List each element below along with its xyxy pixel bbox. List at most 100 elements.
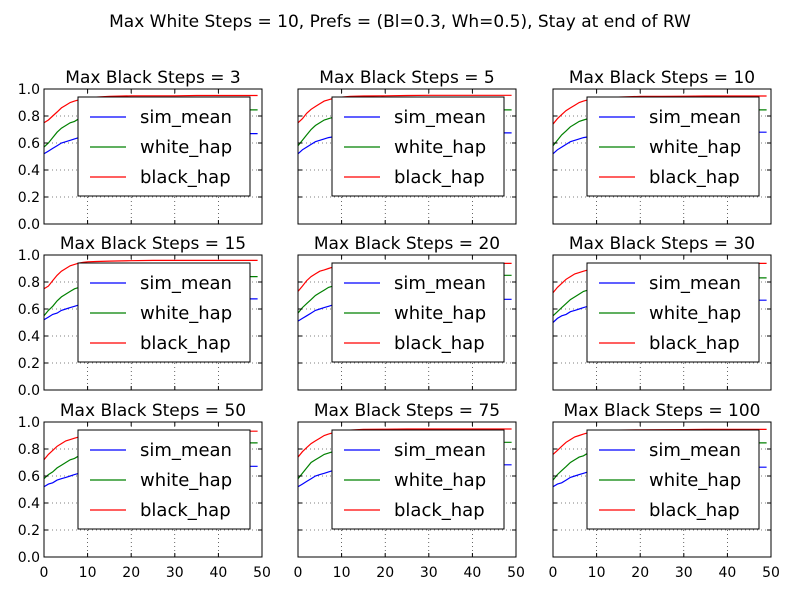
plot-frame [552,88,772,225]
legend-label: sim_mean [649,273,741,294]
x-tick-label: 30 [675,565,693,581]
subplot-title: Max Black Steps = 3 [65,68,240,88]
x-tick-label: 10 [79,565,97,581]
subplot-8: Max Black Steps = 75 0 10 20 30 40 50 sim_meanw… [294,401,525,581]
x-tick-label: 0 [294,565,303,581]
x-tick-label: 10 [333,565,351,581]
legend-label: black_hap [394,167,485,188]
legend-label: white_hap [140,303,232,324]
legend: sim_mean white_hap black_hap [331,96,505,197]
legend-label: white_hap [394,137,486,158]
legend-label: black_hap [394,500,485,521]
x-tick-label: 50 [762,565,780,581]
legend-label: sim_mean [140,107,232,128]
subplot-title: Max Black Steps = 75 [314,401,500,421]
y-tick-label: 0.6 [18,469,40,485]
subplot-title: Max Black Steps = 5 [319,68,494,88]
subplot-7: Max Black Steps = 50 0.0 0.2 0.4 0.6 0.8 1.0 0 1… [18,401,271,581]
legend-label: white_hap [394,470,486,491]
subplot-3: Max Black Steps = 10 sim_mean white_hapbla… [552,68,772,225]
x-tick-label: 10 [588,565,606,581]
legend-label: white_hap [649,137,741,158]
subplot-title: Max Black Steps = 50 [60,401,246,421]
plot-frame [552,421,772,558]
y-tick-label: 0.2 [18,190,40,206]
legend-label: white_hap [140,470,232,491]
x-tick-label: 0 [40,565,49,581]
y-tick-label: 0.8 [18,275,40,291]
y-tick-label: 0.2 [18,523,40,539]
plot-frame [43,421,263,558]
legend-label: sim_mean [394,107,486,128]
plot-frame [297,421,517,558]
legend-label: white_hap [140,137,232,158]
legend: sim_mean white_hap black_hap [331,262,505,363]
legend: sim_mean white_hap black_hap [586,429,760,530]
legend-label: white_hap [394,303,486,324]
legend-label: black_hap [140,333,231,354]
plot-frame [552,254,772,391]
x-tick-label: 20 [122,565,140,581]
subplot-title: Max Black Steps = 100 [563,401,760,421]
legend-label: black_hap [394,333,485,354]
plot-frame [297,254,517,391]
x-tick-label: 30 [420,565,438,581]
y-tick-label: 0.6 [18,302,40,318]
x-tick-label: 50 [507,565,525,581]
y-tick-label: 0.2 [18,356,40,372]
legend: sim_mean white_hap black_hap [77,262,251,363]
y-tick-label: 0.0 [18,383,40,399]
y-tick-label: 0.4 [18,163,40,179]
legend-label: sim_mean [394,440,486,461]
legend: sim_mean white_hap black_hap [77,429,251,530]
x-tick-label: 30 [166,565,184,581]
subplot-1: Max Black Steps = 3 0.0 0.2 0.4 0.6 0.8 1.0 sim… [18,68,263,233]
y-tick-label: 0.8 [18,109,40,125]
x-tick-label: 40 [463,565,481,581]
plot-frame [43,88,263,225]
y-tick-label: 0.4 [18,496,40,512]
legend-label: sim_mean [394,273,486,294]
y-tick-label: 0.0 [18,550,40,566]
x-tick-label: 50 [253,565,271,581]
subplot-title: Max Black Steps = 10 [569,68,755,88]
subplot-9: Max Black Steps = 100 0 10 20 30 40 50 sim_mean… [549,401,780,581]
subplot-4: Max Black Steps = 15 0.0 0.2 0.4 0.6 0.8 1.0 si… [18,234,263,399]
y-tick-label: 0.4 [18,329,40,345]
y-tick-label: 0.8 [18,442,40,458]
legend: sim_mean white_hap black_hap [331,429,505,530]
legend-label: sim_mean [649,440,741,461]
legend: sim_mean white_hap black_hap [77,96,251,197]
plot-frame [43,254,263,391]
x-tick-label: 20 [631,565,649,581]
legend-label: black_hap [649,333,740,354]
legend-label: sim_mean [140,273,232,294]
legend-label: sim_mean [649,107,741,128]
legend-label: black_hap [140,167,231,188]
legend-label: sim_mean [140,440,232,461]
x-tick-label: 20 [376,565,394,581]
subplot-title: Max Black Steps = 15 [60,234,246,254]
series-line-black-hap [43,259,258,290]
subplot-5: Max Black Steps = 20 sim_mean white_hapbla… [297,234,517,391]
x-tick-label: 40 [209,565,227,581]
subplot-grid: Max Black Steps = 3 0.0 0.2 0.4 0.6 0.8 1.0 sim… [18,68,780,581]
subplot-title: Max Black Steps = 30 [569,234,755,254]
subplot-title: Max Black Steps = 20 [314,234,500,254]
legend-label: black_hap [649,167,740,188]
legend: sim_mean white_hap black_hap [586,262,760,363]
y-tick-label: 0.0 [18,217,40,233]
x-tick-label: 0 [549,565,558,581]
legend-label: white_hap [649,470,741,491]
subplot-2: Max Black Steps = 5 sim_mean white_hapblac… [297,68,517,225]
legend: sim_mean white_hap black_hap [586,96,760,197]
x-tick-label: 40 [718,565,736,581]
plot-frame [297,88,517,225]
subplot-6: Max Black Steps = 30 sim_mean white_hapbla… [552,234,772,391]
legend-label: white_hap [649,303,741,324]
legend-label: black_hap [649,500,740,521]
y-tick-label: 1.0 [18,415,40,431]
y-tick-label: 0.6 [18,136,40,152]
legend-label: black_hap [140,500,231,521]
